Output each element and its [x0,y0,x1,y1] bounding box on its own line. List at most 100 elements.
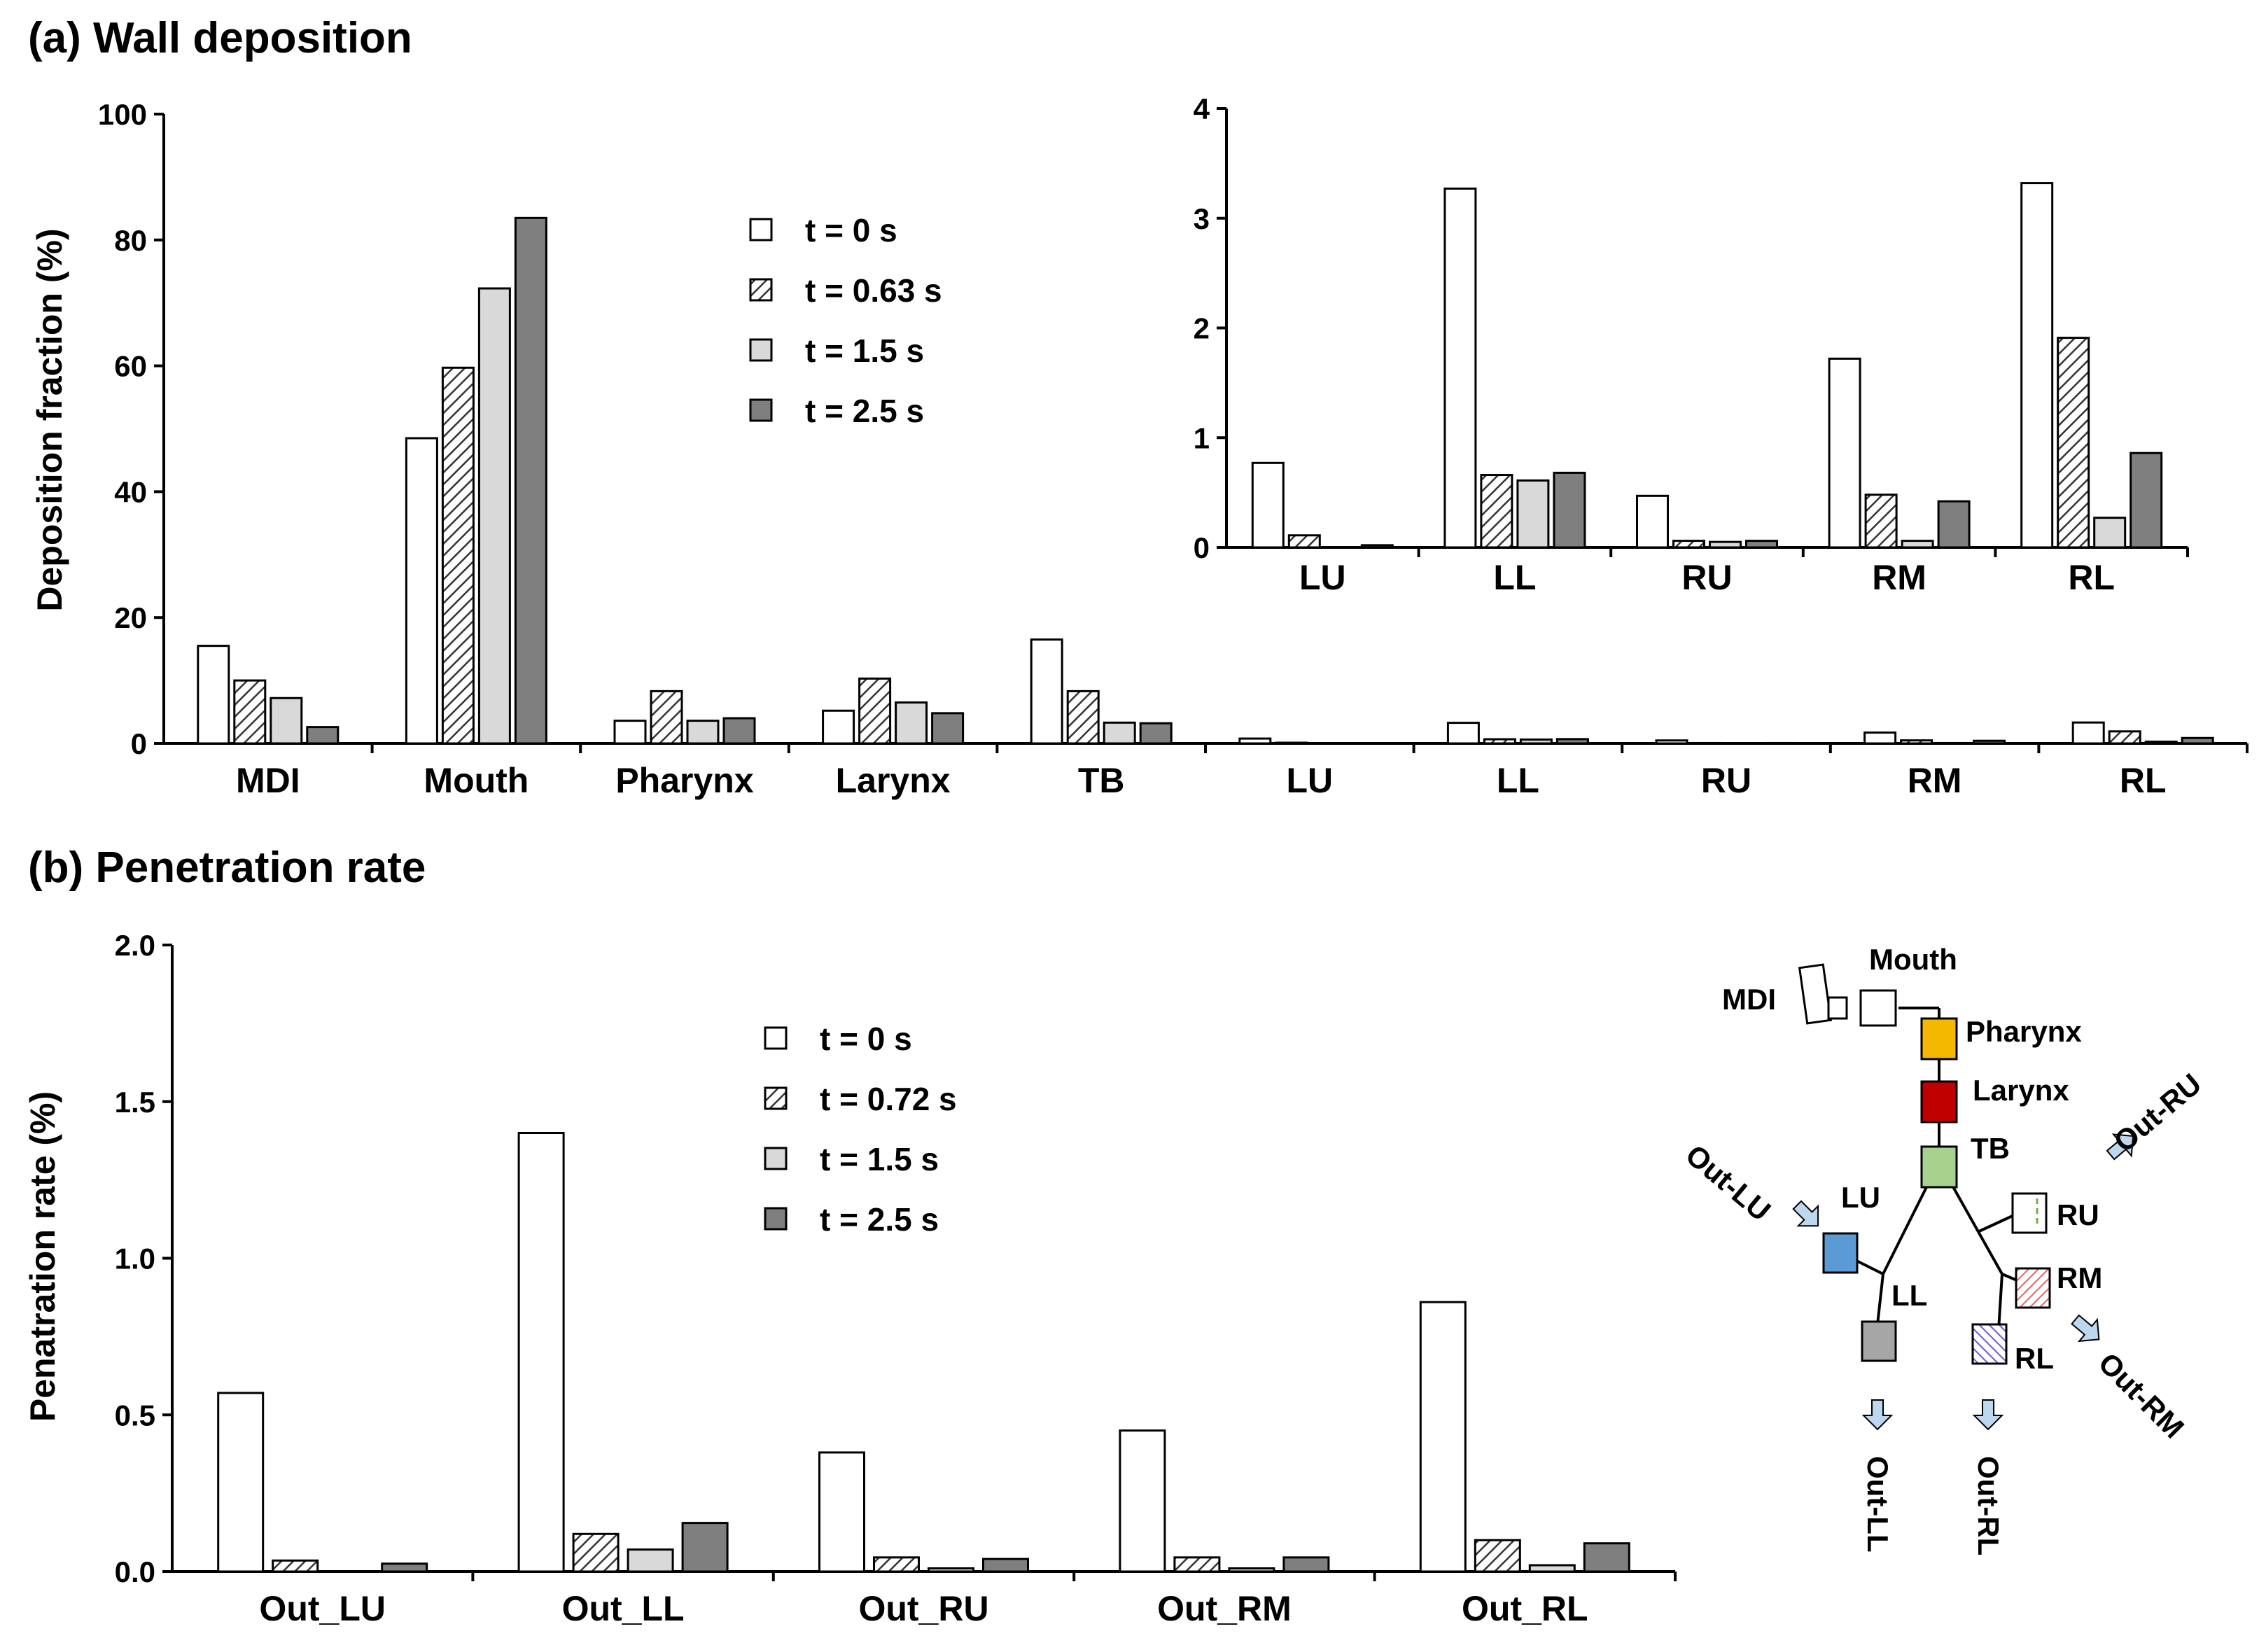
wall-legend-swatch [749,398,773,422]
ru-box [2011,1192,2048,1234]
pen-legend-swatch [764,1086,788,1110]
inset-ytick-label: 0 [1194,531,1210,564]
wall-ytick-label: 0 [131,727,147,760]
inset-bar-lu-s1 [1287,534,1321,549]
label-out-lu: Out-LU [1679,1138,1777,1227]
label-ll: LL [1891,1279,1927,1312]
wall-category-label: LU [1286,761,1333,800]
inset-bar-ll-s1 [1480,474,1513,549]
inset-bar-ll-s3 [1553,471,1586,549]
wall-bar-ru-s0 [1655,739,1688,745]
wall-legend-label: t = 0 s [805,212,897,248]
wall-category-label: RM [1908,761,1962,800]
wall-bar-tb-s0 [1030,638,1063,745]
wall-bar-mouth-s3 [514,216,547,745]
panel-b-title: (b) Penetration rate [28,844,426,892]
wall-bar-mdi-s1 [233,679,267,745]
wall-bar-larynx-s1 [858,677,892,745]
pen-bar-out_ru-s1 [873,1556,920,1573]
pen-bar-out_lu-s0 [217,1392,265,1573]
wall-ytick-label: 40 [114,475,147,508]
wall-ytick-label: 80 [114,224,147,257]
wall-bar-rm-s3 [1973,739,2006,745]
inset-bar-rl-s1 [2057,337,2090,549]
pen-category-label: Out_RU [858,1589,988,1628]
inset-bar-rm-s0 [1828,357,1861,549]
label-mdi: MDI [1722,983,1776,1016]
wall-bar-mouth-s2 [477,287,511,745]
line-rl [1997,1273,2003,1331]
wall-category-label: MDI [236,761,300,800]
wall-bar-rm-s1 [1900,739,1933,745]
pen-ytick-label: 0.0 [115,1555,155,1588]
inset-bar-rl-s0 [2020,182,2054,549]
pen-bar-out_rm-s3 [1282,1556,1330,1573]
pen-legend-swatch [764,1207,788,1231]
larynx-box [1920,1080,1958,1124]
wall-legend-swatch [749,338,773,362]
label-rm: RM [2057,1261,2102,1294]
label-out-ll: Out-LL [1861,1456,1894,1553]
wall-category-label: Pharynx [615,761,754,800]
pen-bar-out_ll-s0 [517,1132,565,1573]
wall-category-label: RL [2120,761,2167,800]
ll-box [1861,1320,1897,1362]
wall-bar-pharynx-s2 [686,720,720,745]
wall-bar-pharynx-s1 [650,690,683,745]
pen-bar-out_rm-s0 [1119,1429,1166,1573]
wall-bar-lu-s0 [1238,737,1272,745]
inset-bar-rm-s3 [1937,500,1971,549]
inset-bar-lu-s0 [1251,461,1285,549]
wall-ytick-label: 100 [98,98,147,131]
wall-bar-tb-s3 [1139,722,1173,745]
pen-ytick-label: 0.5 [115,1399,155,1432]
wall-bar-rl-s1 [2108,730,2141,745]
label-lu: LU [1841,1181,1880,1214]
rm-box [2015,1267,2051,1309]
inset-bar-rl-s2 [2093,517,2127,549]
wall-bar-mouth-s0 [405,437,438,745]
inset-category-label: RU [1681,558,1732,597]
inset-category-label: LU [1299,558,1346,597]
label-out-rm: Out-RM [2092,1346,2190,1444]
wall-bar-mdi-s3 [306,726,340,745]
label-larynx: Larynx [1973,1074,2069,1107]
wall-category-label: Larynx [836,761,951,800]
wall-bar-tb-s2 [1103,721,1136,745]
label-mouth: Mouth [1869,943,1957,976]
inset-ytick-label: 3 [1194,202,1210,235]
wall-ylabel: Deposition fraction (%) [30,228,69,611]
pen-bar-out_ru-s0 [818,1451,865,1573]
arrow-out-ru-icon [2106,1133,2134,1161]
wall-legend-swatch [749,218,773,241]
pen-legend-label: t = 0 s [820,1021,912,1057]
wall-ytick-label: 60 [114,350,147,383]
inset-bar-rm-s2 [1901,540,1934,549]
pen-bar-out_ll-s2 [627,1548,674,1573]
inset-bar-ll-s0 [1443,187,1477,549]
inset-bar-ru-s2 [1709,540,1742,549]
wall-bar-larynx-s2 [895,701,928,745]
wall-bar-ll-s0 [1446,722,1480,745]
wall-category-label: LL [1497,761,1539,800]
pen-legend-label: t = 1.5 s [820,1141,939,1177]
wall-bar-ll-s1 [1483,738,1516,745]
wall-legend-label: t = 2.5 s [805,393,924,429]
wall-bar-rl-s3 [2181,736,2214,745]
arrow-out-rl-icon [1972,1399,2004,1431]
wall-bar-mdi-s2 [270,696,303,745]
pen-bar-out_ll-s1 [572,1532,620,1573]
arrow-out-ll-icon [1861,1399,1894,1431]
pen-legend-swatch [764,1147,788,1170]
pen-bar-out_rm-s2 [1228,1567,1275,1573]
pen-bar-out_lu-s3 [381,1562,428,1573]
pen-bar-out_lu-s1 [272,1559,319,1573]
wall-legend-swatch [749,278,773,302]
rl-box [1971,1323,2008,1365]
wall-legend-label: t = 0.63 s [805,272,942,309]
wall-category-label: RU [1701,761,1751,800]
pen-ytick-label: 1.5 [115,1086,155,1119]
pen-category-label: Out_RL [1462,1589,1588,1628]
wall-bar-larynx-s0 [822,709,855,745]
